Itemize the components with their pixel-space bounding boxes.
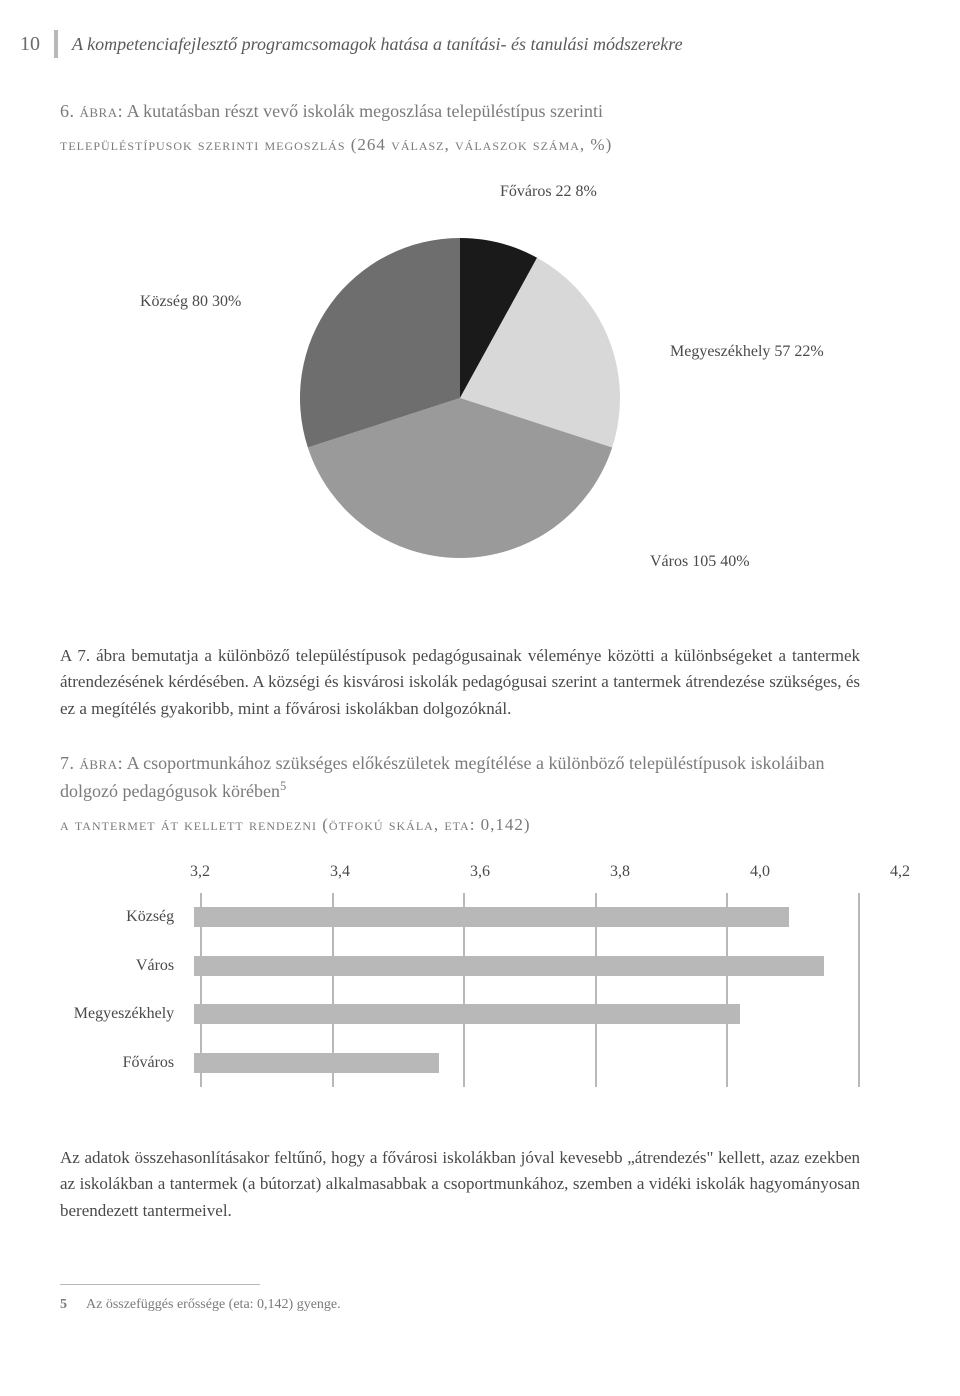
- page-header: 10 A kompetenciafejlesztő programcsomago…: [20, 30, 900, 58]
- pie-label-megyeszekhely: Megyeszékhely 57 22%: [670, 343, 824, 361]
- header-divider: [54, 30, 58, 58]
- bar-xtick: 3,8: [600, 863, 640, 881]
- fig6-subtitle: településtípusok szerinti megoszlás (264…: [60, 135, 860, 155]
- footnote-text: Az összefüggés erőssége (eta: 0,142) gye…: [86, 1297, 341, 1313]
- fig7-title: A csoportmunkához szükséges előkészülete…: [60, 753, 824, 801]
- bar-row: Község: [60, 903, 860, 931]
- fig6-heading: 6. ábra: A kutatásban részt vevő iskolák…: [60, 98, 860, 125]
- fig6-title: A kutatásban részt vevő iskolák megoszlá…: [127, 101, 603, 121]
- pie-label-kozseg: Község 80 30%: [140, 293, 241, 311]
- bar-category-label: Város: [60, 957, 184, 975]
- bar-row: Város: [60, 952, 860, 980]
- bar-xtick: 3,2: [180, 863, 220, 881]
- footnote-separator: [60, 1284, 260, 1285]
- bar-row: Főváros: [60, 1049, 860, 1077]
- bar-fill: [194, 956, 824, 976]
- page-title: A kompetenciafejlesztő programcsomagok h…: [72, 34, 683, 55]
- footnote-number: 5: [60, 1297, 86, 1313]
- page-number: 10: [20, 33, 40, 56]
- pie-label-varos: Város 105 40%: [650, 553, 750, 571]
- bar-row: Megyeszékhely: [60, 1000, 860, 1028]
- bar-xtick: 4,0: [740, 863, 780, 881]
- paragraph-1: A 7. ábra bemutatja a különböző települé…: [60, 643, 860, 722]
- bar-fill: [194, 907, 789, 927]
- bar-category-label: Község: [60, 908, 184, 926]
- bar-xtick: 4,2: [880, 863, 920, 881]
- fig6-pie-chart: Főváros 22 8% Megyeszékhely 57 22% Város…: [30, 183, 890, 613]
- bar-rows: Község Város Megyeszékhely Főváros: [60, 893, 860, 1087]
- fig7-subtitle: a tantermet át kellett rendezni (ötfokú …: [60, 815, 860, 835]
- bar-x-axis: 3,23,43,63,84,04,2: [200, 863, 860, 881]
- pie-label-fovaros: Főváros 22 8%: [500, 183, 597, 201]
- fig7-footnote-ref: 5: [280, 779, 286, 793]
- fig7-label: 7. ábra:: [60, 753, 123, 773]
- bar-xtick: 3,4: [320, 863, 360, 881]
- bar-xtick: 3,6: [460, 863, 500, 881]
- bar-fill: [194, 1053, 439, 1073]
- fig7-heading: 7. ábra: A csoportmunkához szükséges elő…: [60, 750, 860, 805]
- fig6-label: 6. ábra:: [60, 101, 123, 121]
- footnote: 5 Az összefüggés erőssége (eta: 0,142) g…: [60, 1297, 860, 1313]
- paragraph-2: Az adatok összehasonlításakor feltűnő, h…: [60, 1145, 860, 1224]
- bar-category-label: Főváros: [60, 1054, 184, 1072]
- pie-svg: [300, 238, 620, 558]
- bar-fill: [194, 1004, 740, 1024]
- bar-plot-area: Község Város Megyeszékhely Főváros: [60, 885, 860, 1105]
- fig7-bar-chart: 3,23,43,63,84,04,2 KözségVárosMegyeszékh…: [60, 863, 860, 1105]
- bar-category-label: Megyeszékhely: [60, 1005, 184, 1023]
